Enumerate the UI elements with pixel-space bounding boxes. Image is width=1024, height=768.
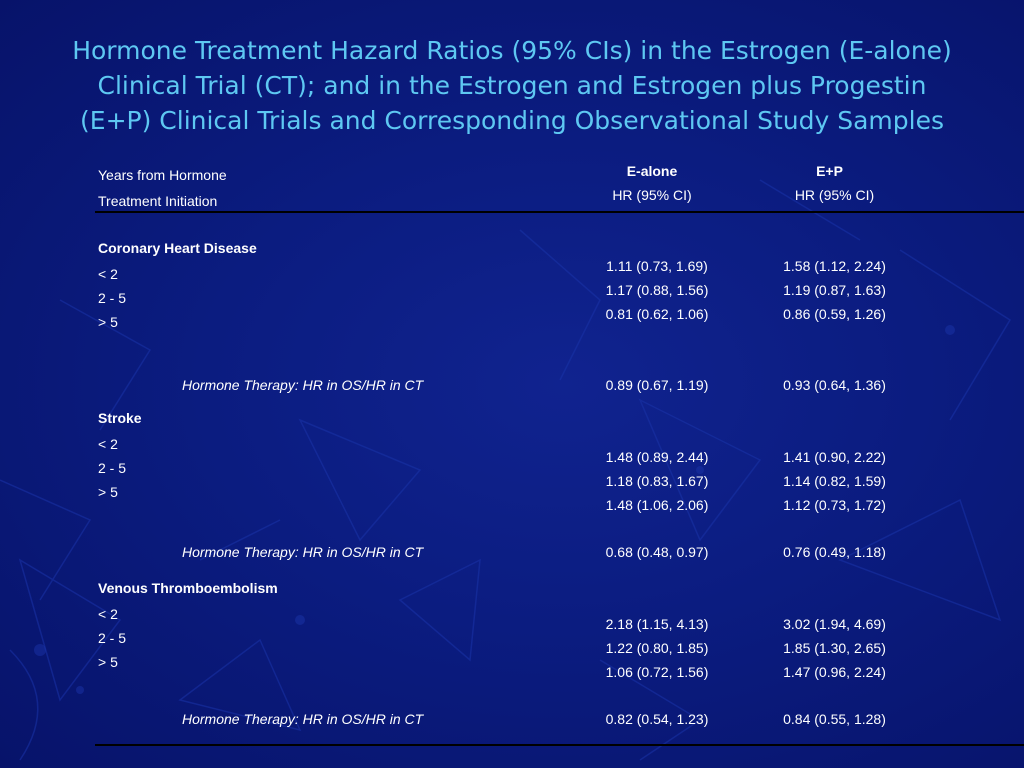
summary-label: Hormone Therapy: HR in OS/HR in CT	[182, 711, 424, 727]
value-e-alone: 1.17 (0.88, 1.56)	[605, 282, 709, 298]
value-e-alone: 1.06 (0.72, 1.56)	[605, 664, 709, 680]
column-subheader-e-plus-p: HR (95% CI)	[794, 187, 875, 203]
value-e-plus-p: 1.85 (1.30, 2.65)	[783, 640, 886, 656]
value-e-plus-p: 0.86 (0.59, 1.26)	[783, 306, 886, 322]
summary-value-e-plus-p: 0.84 (0.55, 1.28)	[783, 711, 886, 727]
summary-value-e-plus-p: 0.93 (0.64, 1.36)	[783, 377, 886, 393]
value-e-alone: 1.18 (0.83, 1.67)	[605, 473, 709, 489]
title-line-3: (E+P) Clinical Trials and Corresponding …	[80, 106, 944, 135]
summary-label: Hormone Therapy: HR in OS/HR in CT	[182, 377, 424, 393]
column-header-e-plus-p: E+P	[816, 163, 843, 179]
summary-value-e-alone: 0.89 (0.67, 1.19)	[605, 377, 709, 393]
title-line-2: Clinical Trial (CT); and in the Estrogen…	[97, 71, 927, 100]
summary-value-e-alone: 0.82 (0.54, 1.23)	[605, 711, 709, 727]
column-header-e-alone: E-alone	[626, 163, 678, 179]
row-label: > 5	[98, 484, 118, 500]
value-e-alone: 1.22 (0.80, 1.85)	[605, 640, 709, 656]
value-e-alone: 2.18 (1.15, 4.13)	[605, 616, 709, 632]
row-label: < 2	[98, 266, 118, 282]
value-e-plus-p: 1.19 (0.87, 1.63)	[783, 282, 886, 298]
row-label: 2 - 5	[98, 290, 127, 306]
row-label: < 2	[98, 436, 118, 452]
summary-value-e-alone: 0.68 (0.48, 0.97)	[605, 544, 709, 560]
value-e-plus-p: 3.02 (1.94, 4.69)	[783, 616, 886, 632]
value-e-alone: 1.11 (0.73, 1.69)	[606, 258, 708, 274]
title-line-1: Hormone Treatment Hazard Ratios (95% CIs…	[72, 36, 952, 65]
value-e-plus-p: 1.12 (0.73, 1.72)	[783, 497, 886, 513]
row-label-header-line-2: Treatment Initiation	[98, 193, 218, 209]
section-title-vte: Venous Thromboembolism	[98, 580, 278, 596]
row-label: > 5	[98, 314, 118, 330]
summary-value-e-plus-p: 0.76 (0.49, 1.18)	[783, 544, 886, 560]
footer-rule	[95, 744, 1024, 746]
summary-label: Hormone Therapy: HR in OS/HR in CT	[182, 544, 424, 560]
value-e-plus-p: 1.47 (0.96, 2.24)	[783, 664, 886, 680]
row-label-header-line-1: Years from Hormone	[98, 167, 227, 183]
value-e-alone: 0.81 (0.62, 1.06)	[605, 306, 709, 322]
row-label: > 5	[98, 654, 118, 670]
value-e-plus-p: 1.58 (1.12, 2.24)	[783, 258, 886, 274]
row-label: 2 - 5	[98, 460, 127, 476]
row-label: < 2	[98, 606, 118, 622]
section-title-chd: Coronary Heart Disease	[98, 240, 257, 256]
header-rule	[95, 211, 1024, 213]
value-e-plus-p: 1.14 (0.82, 1.59)	[783, 473, 886, 489]
slide-title: Hormone Treatment Hazard Ratios (95% CIs…	[20, 33, 1004, 138]
value-e-alone: 1.48 (0.89, 2.44)	[605, 449, 709, 465]
column-subheader-e-alone: HR (95% CI)	[612, 187, 692, 203]
value-e-alone: 1.48 (1.06, 2.06)	[605, 497, 709, 513]
section-title-stroke: Stroke	[98, 410, 142, 426]
value-e-plus-p: 1.41 (0.90, 2.22)	[783, 449, 886, 465]
row-label: 2 - 5	[98, 630, 127, 646]
